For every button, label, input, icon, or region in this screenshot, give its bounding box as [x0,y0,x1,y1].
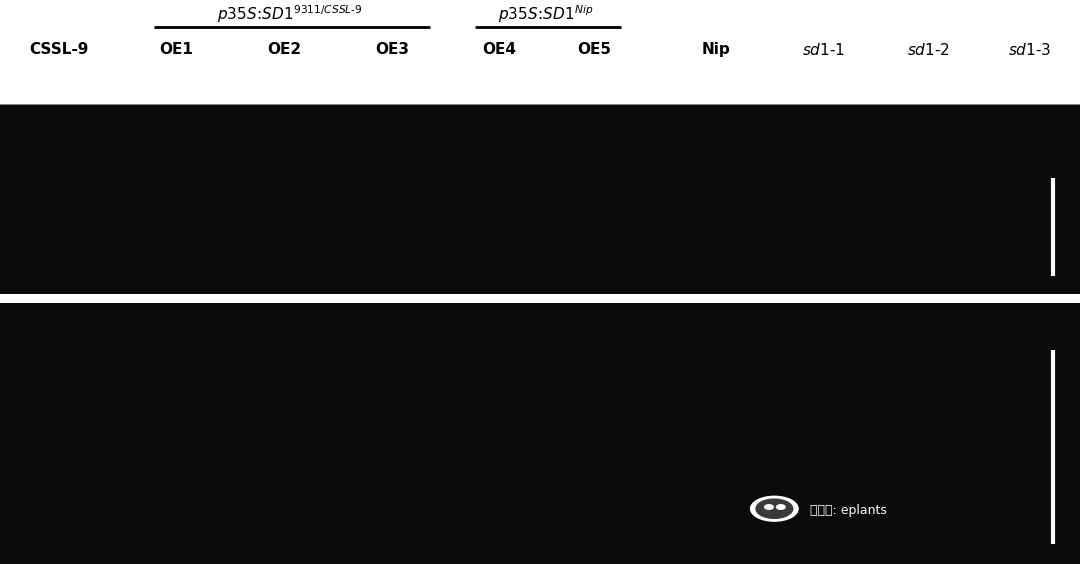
Text: OE4: OE4 [482,42,516,57]
Text: Nip: Nip [702,42,730,57]
Text: $\it{sd1\text{-}1}$: $\it{sd1\text{-}1}$ [802,42,846,58]
Text: $\it{p35S\!:\!SD1}$$^{\it{9311/CSSL\text{-}9}}$: $\it{p35S\!:\!SD1}$$^{\it{9311/CSSL\text… [217,3,362,25]
Bar [0,0,1080,104]
Text: OE5: OE5 [577,42,611,57]
Bar [0,303,1080,564]
Text: OE1: OE1 [159,42,193,57]
Bar [0,104,1080,294]
Text: $\it{p35S\!:\!SD1}$$^{\it{Nip}}$: $\it{p35S\!:\!SD1}$$^{\it{Nip}}$ [498,3,593,25]
Circle shape [756,499,793,518]
Text: CSSL-9: CSSL-9 [30,42,89,57]
Bar [0,294,1080,303]
Text: OE3: OE3 [375,42,409,57]
Text: 微信号: eplants: 微信号: eplants [810,504,887,517]
Circle shape [765,505,773,509]
Text: $\it{sd1\text{-}2}$: $\it{sd1\text{-}2}$ [907,42,950,58]
Text: $\it{sd1\text{-}3}$: $\it{sd1\text{-}3}$ [1008,42,1051,58]
Circle shape [751,496,798,521]
Text: OE2: OE2 [267,42,301,57]
Circle shape [777,505,785,509]
